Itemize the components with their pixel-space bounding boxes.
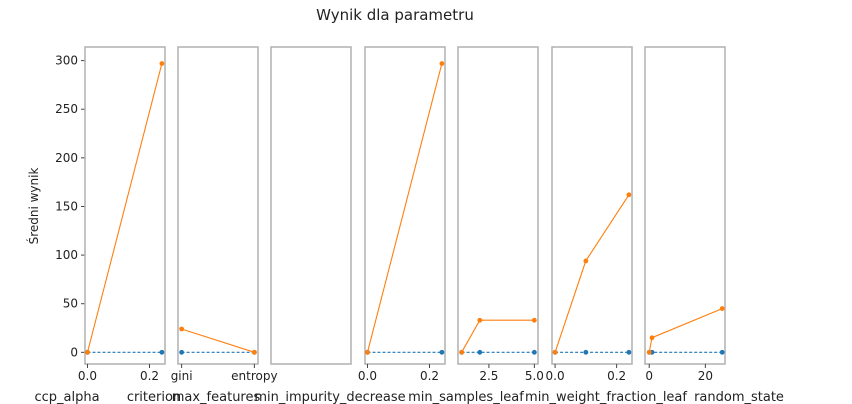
data-point (719, 349, 725, 355)
y-tick-label: 50 (63, 297, 78, 311)
x-axis-label: min_samples_leaf (408, 390, 524, 404)
data-point (626, 349, 632, 355)
y-axis-label: Średni wynik (26, 168, 41, 245)
series-line (86, 63, 163, 353)
data-point (646, 349, 652, 355)
data-point (531, 349, 537, 355)
data-point (477, 317, 483, 323)
panel-frame (457, 46, 539, 365)
data-point (159, 61, 165, 66)
x-axis-label: min_impurity_decrease (254, 390, 405, 404)
data-point (439, 61, 445, 66)
series-line (554, 194, 630, 353)
x-tick-label: 0 (645, 369, 653, 383)
data-point (439, 349, 445, 355)
data-point (583, 349, 589, 355)
x-tick-label: 5.0 (525, 369, 544, 383)
data-point (459, 349, 465, 355)
x-tick-label: 0.2 (140, 369, 159, 383)
data-point (159, 349, 165, 355)
x-tick-label: entropy (231, 369, 277, 383)
chart-title: Wynik dla parametru (316, 6, 474, 24)
series-line (366, 63, 443, 353)
data-point (649, 335, 655, 341)
panel-frame (644, 46, 726, 365)
y-tick-label: 150 (55, 199, 78, 213)
panel-frame (270, 46, 352, 365)
data-point (179, 349, 185, 355)
x-tick-label: 20 (698, 369, 713, 383)
x-tick-label: 0.2 (607, 369, 626, 383)
series-line (461, 319, 535, 353)
panel-frame (551, 46, 633, 365)
x-tick-label: 0.0 (78, 369, 97, 383)
data-point (251, 349, 257, 355)
data-point (85, 349, 90, 355)
data-point (531, 317, 537, 323)
x-axis-label: criterion (127, 390, 181, 404)
x-axis-label: max_features (172, 390, 261, 404)
x-axis-label: ccp_alpha (34, 390, 99, 404)
y-tick-label: 100 (55, 248, 78, 262)
data-point (477, 349, 483, 355)
x-tick-label: 0.2 (420, 369, 439, 383)
data-point (626, 192, 632, 198)
y-tick-label: 250 (55, 102, 78, 116)
y-tick-label: 0 (70, 345, 78, 359)
x-tick-label: gini (171, 369, 193, 383)
panel-frame (364, 46, 446, 365)
y-tick-label: 200 (55, 151, 78, 165)
x-tick-label: 2.5 (479, 369, 498, 383)
y-tick-label: 300 (55, 54, 78, 68)
x-axis-label: min_weight_fraction_leaf (525, 390, 687, 404)
x-tick-label: 0.0 (546, 369, 565, 383)
data-point (583, 258, 589, 264)
data-point (719, 306, 725, 311)
series-line (648, 308, 723, 353)
x-tick-label: 0.0 (358, 369, 377, 383)
panel-frame (84, 46, 166, 365)
series-line (181, 328, 255, 353)
x-axis-label: random_state (694, 390, 784, 404)
data-point (179, 326, 185, 332)
panel-frame (177, 46, 259, 365)
data-point (365, 349, 370, 355)
data-point (552, 349, 558, 355)
